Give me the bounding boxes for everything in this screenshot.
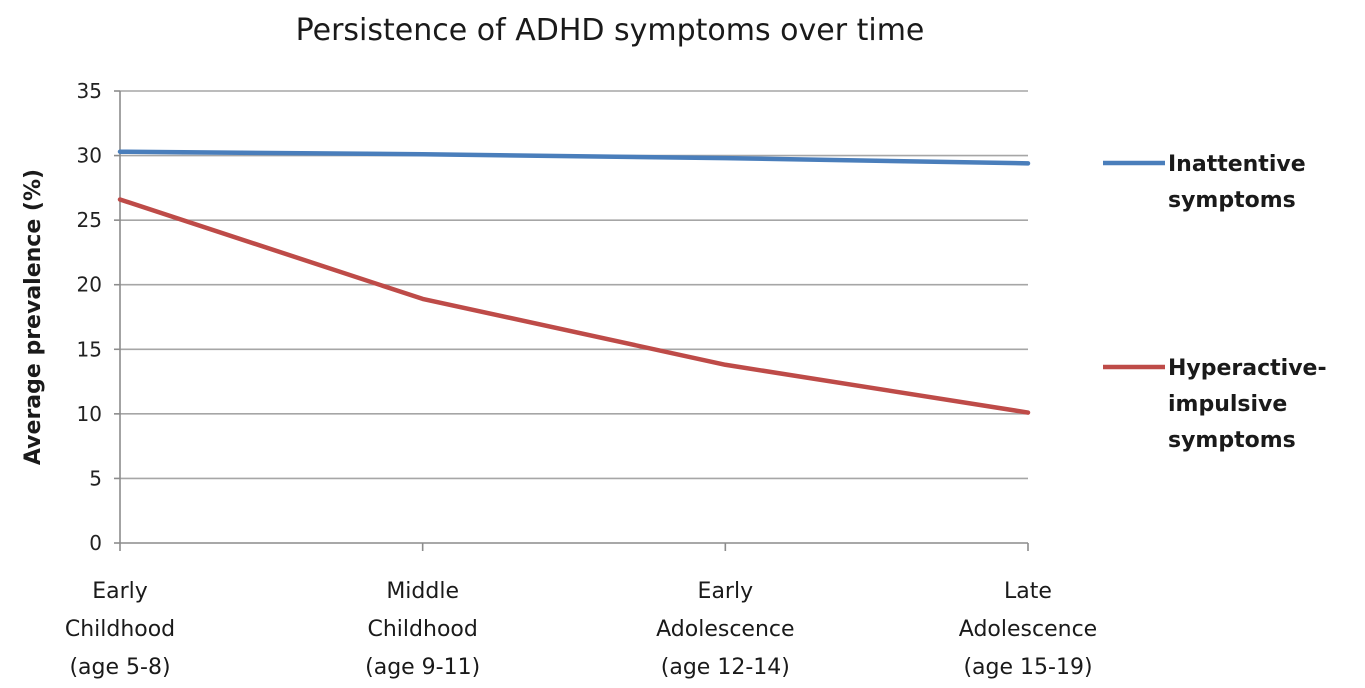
legend-label: Inattentive symptoms	[1168, 152, 1306, 213]
legend: Inattentive symptoms Hyperactive-impulsive…	[1103, 152, 1327, 453]
series-line-hyperactive-impulsive	[117, 197, 1031, 415]
axes	[114, 90, 1029, 551]
x-tick-label: Early Adolescence (age 12-14)	[656, 579, 794, 680]
y-tick-label: 20	[77, 273, 102, 297]
y-tick-label: 25	[77, 208, 102, 232]
y-tick-label: 5	[89, 466, 102, 490]
x-tick-label: Middle Childhood (age 9-11)	[365, 579, 480, 680]
y-tick-label: 0	[89, 531, 102, 555]
series-lines	[117, 149, 1031, 415]
x-tick-label: Late Adolescence (age 15-19)	[959, 579, 1097, 680]
series-line-inattentive	[117, 149, 1031, 166]
y-tick-label: 30	[77, 144, 102, 168]
tick-labels: 0 5 10 15 20 25 30 35 Early Childhood (age 5-8) Mid…	[65, 79, 1097, 680]
legend-label: Hyperactive-impulsive symptoms	[1168, 356, 1327, 453]
gridlines	[120, 90, 1028, 480]
chart-title: Persistence of ADHD symptoms over time	[296, 13, 925, 48]
x-tick-label: Early Childhood (age 5-8)	[65, 579, 175, 680]
y-axis-label: Average prevalence (%)	[21, 169, 46, 465]
y-tick-label: 35	[77, 79, 102, 103]
y-tick-label: 15	[77, 337, 102, 361]
y-tick-label: 10	[77, 402, 102, 426]
